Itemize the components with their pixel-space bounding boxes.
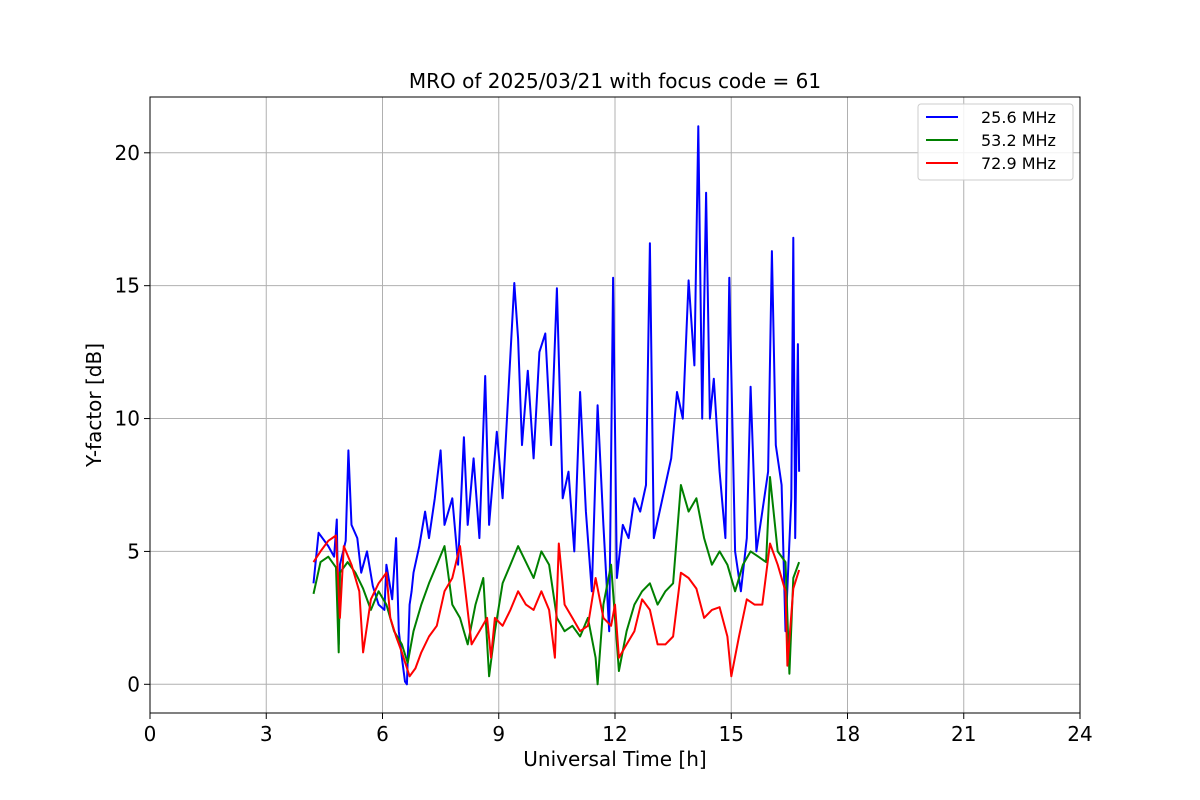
x-axis-label: Universal Time [h]	[523, 747, 706, 771]
chart-title: MRO of 2025/03/21 with focus code = 61	[409, 69, 821, 93]
plot-area	[312, 125, 801, 686]
x-tick-label: 9	[492, 722, 505, 746]
series-layer	[312, 125, 801, 686]
y-tick-label: 20	[115, 141, 140, 165]
legend-label: 25.6 MHz	[981, 108, 1056, 127]
legend-label: 53.2 MHz	[981, 131, 1056, 150]
x-tick-label: 6	[376, 722, 389, 746]
x-tick-label: 0	[144, 722, 157, 746]
x-tick-label: 24	[1067, 722, 1092, 746]
legend-box	[917, 103, 1074, 181]
x-axis-ticks: 0 3 6 9 12 15 18 21 24	[144, 713, 1093, 746]
y-axis-label: Y-factor [dB]	[82, 343, 106, 468]
series-line-1	[312, 125, 801, 686]
x-tick-label: 12	[602, 722, 627, 746]
x-tick-label: 3	[260, 722, 273, 746]
y-tick-label: 10	[115, 407, 140, 431]
legend-label: 72.9 MHz	[981, 154, 1056, 173]
x-tick-label: 18	[835, 722, 860, 746]
y-tick-label: 0	[127, 672, 140, 696]
y-tick-label: 5	[127, 539, 140, 563]
legend: 25.6 MHz 53.2 MHz 72.9 MHz	[917, 103, 1074, 181]
series-line-3	[312, 534, 801, 678]
y-tick-label: 15	[115, 274, 140, 298]
x-tick-label: 15	[719, 722, 744, 746]
y-axis-ticks: 0 5 10 15 20	[115, 141, 150, 696]
x-tick-label: 21	[951, 722, 976, 746]
